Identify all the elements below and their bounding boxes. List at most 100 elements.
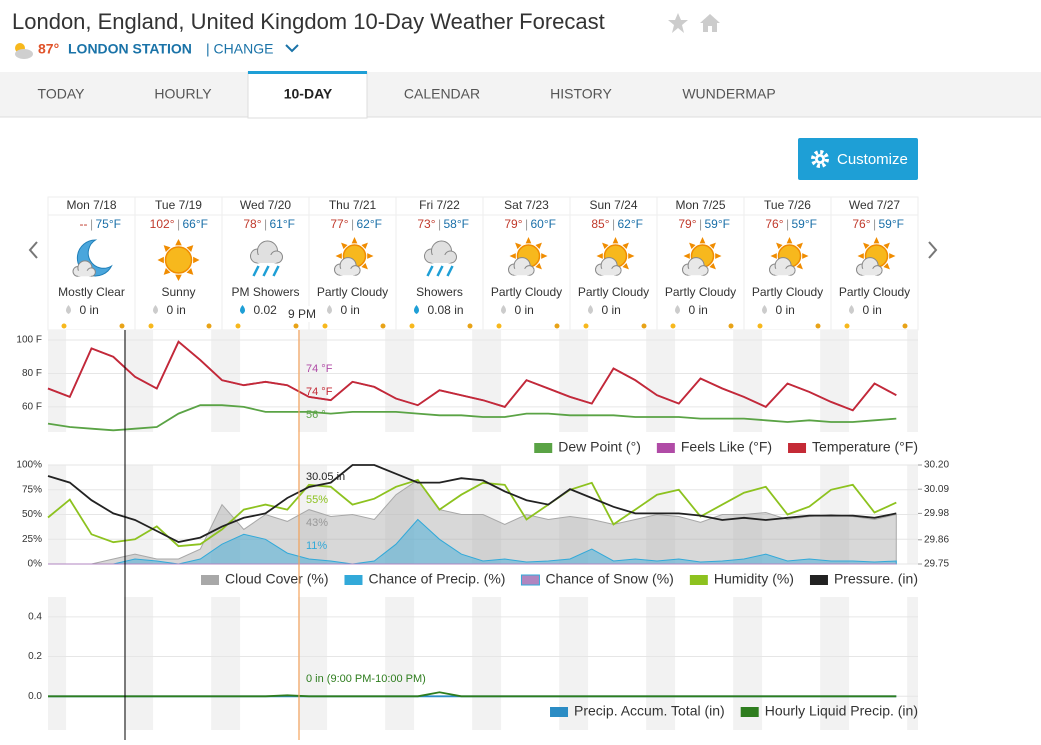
night-band	[744, 330, 763, 432]
y-tick-label: 100%	[16, 460, 42, 471]
legend-swatch	[740, 707, 759, 717]
weather-icon	[595, 237, 635, 276]
day-date: Wed 7/20	[240, 198, 291, 212]
weather-icon	[769, 237, 809, 276]
night-band	[385, 330, 396, 432]
precip-drop	[153, 305, 158, 314]
day-high: --	[80, 217, 88, 231]
day-condition: Partly Cloudy	[752, 285, 823, 299]
day-date: Wed 7/27	[849, 198, 900, 212]
precip-drop	[501, 305, 506, 314]
legend-label[interactable]: Pressure. (in)	[834, 571, 918, 587]
change-chevron[interactable]	[285, 44, 299, 53]
day-date: Tue 7/26	[764, 198, 811, 212]
y-tick-label: 80 F	[22, 368, 42, 379]
day-low: 62°F	[357, 217, 382, 231]
station-name[interactable]: LONDON STATION	[68, 41, 192, 57]
tab[interactable]: CALENDAR	[404, 86, 480, 102]
day-condition: Showers	[416, 285, 463, 299]
day-high: 79°	[504, 217, 522, 231]
night-band	[820, 330, 831, 432]
legend-swatch	[534, 443, 553, 453]
y2-tick-label: 29.86	[924, 534, 949, 545]
precip-drop	[240, 305, 245, 314]
day-date: Sun 7/24	[589, 198, 637, 212]
day-condition: Mostly Clear	[58, 285, 125, 299]
day-high: 78°	[243, 217, 261, 231]
line-series	[48, 691, 897, 698]
weather-icon	[507, 237, 548, 276]
gear-icon	[811, 150, 829, 168]
day-high: 79°	[678, 217, 696, 231]
y2-tick-label: 30.09	[924, 484, 949, 495]
day-precip: 0 in	[689, 303, 708, 317]
day-high: 102°	[150, 217, 175, 231]
change-station[interactable]: | CHANGE	[206, 41, 273, 57]
hi-lo-separator: |	[264, 217, 267, 231]
hover-label: 43%	[306, 517, 328, 529]
legend-swatch	[344, 575, 363, 585]
hover-label: 56 °	[306, 409, 326, 421]
day-date: Mon 7/25	[675, 198, 725, 212]
tab[interactable]: WUNDERMAP	[682, 86, 775, 102]
sunrise-dot	[583, 323, 589, 329]
legend-label[interactable]: Temperature (°F)	[812, 439, 918, 455]
hi-lo-separator: |	[90, 217, 93, 231]
legend-label[interactable]: Dew Point (°)	[558, 439, 641, 455]
line-series	[47, 464, 897, 543]
y-tick-label: 0.2	[28, 651, 42, 662]
night-band	[124, 597, 135, 730]
day-precip: 0 in	[863, 303, 882, 317]
home-icon[interactable]	[700, 14, 720, 32]
customize-button[interactable]	[798, 138, 918, 180]
sunset-dot	[728, 323, 734, 329]
day-condition: Partly Cloudy	[839, 285, 910, 299]
hover-time: 9 PM	[288, 307, 316, 321]
line-series	[47, 340, 897, 412]
legend-label[interactable]: Chance of Snow (%)	[545, 571, 673, 587]
hover-label: 0 in (9:00 PM-10:00 PM)	[306, 673, 426, 685]
favorite-star[interactable]	[668, 13, 688, 33]
current-icon	[15, 43, 33, 59]
legend-label[interactable]: Chance of Precip. (%)	[368, 571, 505, 587]
hi-lo-separator: |	[438, 217, 441, 231]
sunset-dot	[554, 323, 560, 329]
legend-label[interactable]: Feels Like (°F)	[681, 439, 772, 455]
prev-arrow[interactable]	[28, 241, 38, 259]
day-condition: Sunny	[161, 285, 195, 299]
night-band	[124, 330, 135, 432]
night-band	[472, 330, 483, 432]
day-precip: 0 in	[776, 303, 795, 317]
tab[interactable]: 10-DAY	[284, 86, 333, 102]
tab[interactable]: TODAY	[38, 86, 86, 102]
next-arrow[interactable]	[928, 241, 938, 259]
day-column	[395, 196, 484, 331]
sunrise-dot	[409, 323, 415, 329]
day-low: 61°F	[270, 217, 295, 231]
sunrise-dot	[322, 323, 328, 329]
legend-label[interactable]: Hourly Liquid Precip. (in)	[765, 703, 918, 719]
tab[interactable]: HOURLY	[154, 86, 212, 102]
legend-label[interactable]: Humidity (%)	[714, 571, 794, 587]
legend-label[interactable]: Precip. Accum. Total (in)	[574, 703, 725, 719]
weather-icon	[856, 237, 896, 276]
customize-label[interactable]: Customize	[837, 151, 908, 168]
night-band	[907, 330, 918, 432]
y-tick-label: 0.4	[28, 611, 42, 622]
sunrise-dot	[148, 323, 154, 329]
line-series	[47, 478, 897, 548]
day-low: 59°F	[705, 217, 730, 231]
sunrise-dot	[61, 323, 67, 329]
sunset-dot	[641, 323, 647, 329]
hover-label: 74 °F	[306, 386, 333, 398]
day-date: Tue 7/19	[155, 198, 202, 212]
hover-label: 55%	[306, 494, 328, 506]
legend-swatch	[689, 575, 708, 585]
hi-lo-separator: |	[786, 217, 789, 231]
sunset-dot	[380, 323, 386, 329]
tab[interactable]: HISTORY	[550, 86, 612, 102]
y-tick-label: 75%	[22, 484, 42, 495]
y-tick-label: 0%	[28, 559, 43, 570]
legend-label[interactable]: Cloud Cover (%)	[225, 571, 328, 587]
